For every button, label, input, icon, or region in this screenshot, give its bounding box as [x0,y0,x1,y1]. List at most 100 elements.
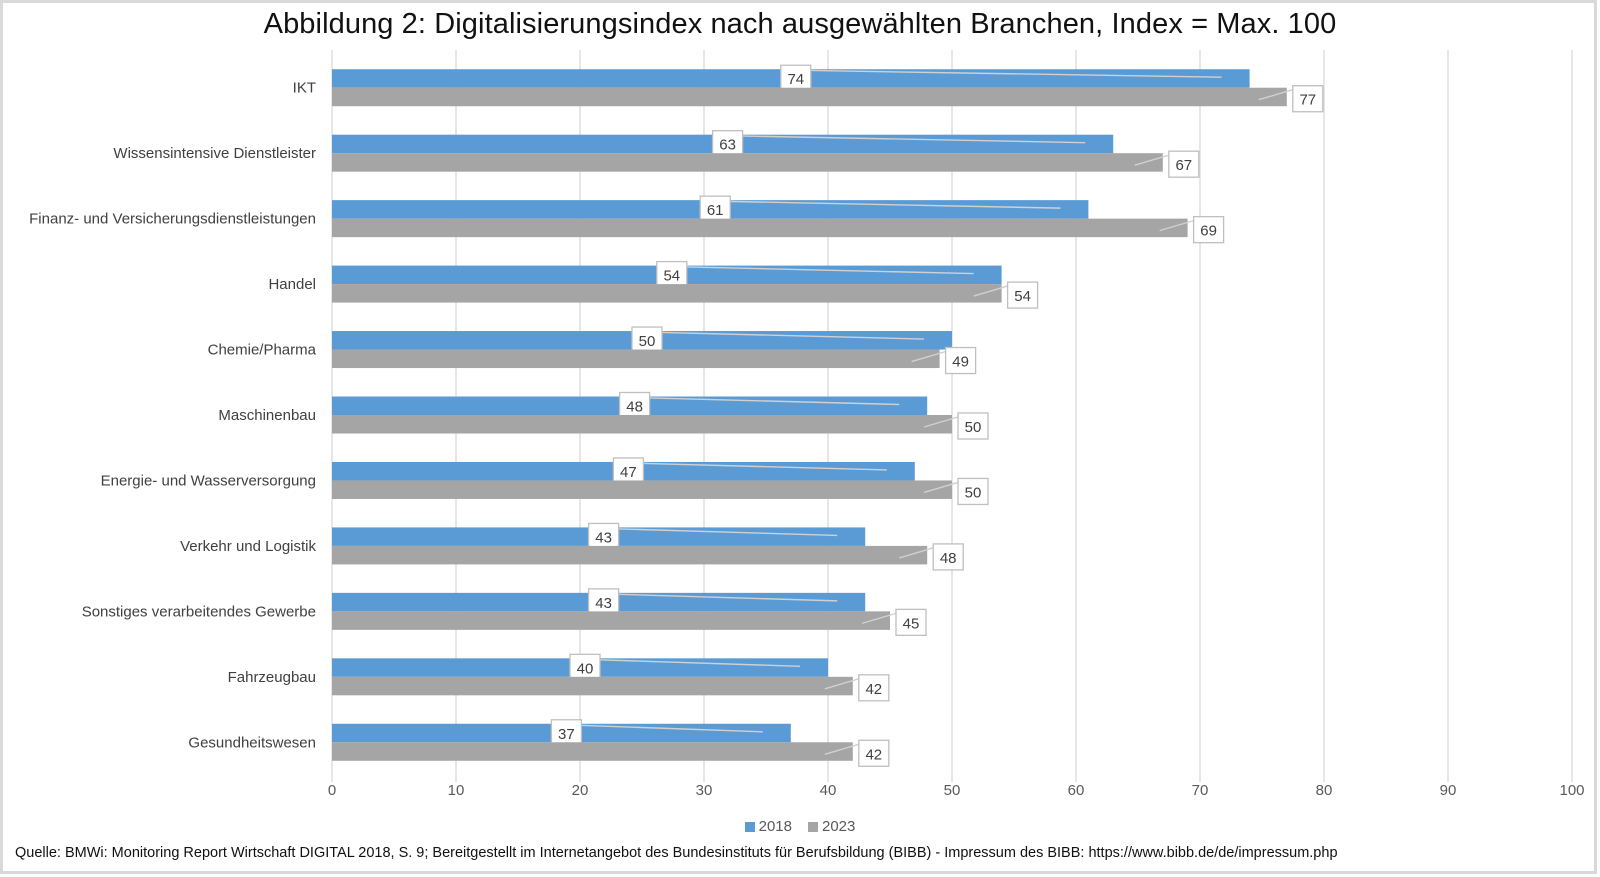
leader-line [633,396,900,406]
legend: 2018 2023 [0,818,1600,835]
x-tick-label: 60 [1068,782,1085,799]
data-label-box [895,608,927,637]
bar-2023 [332,87,1287,107]
leader-line [861,612,897,625]
leader-line [726,134,1086,144]
x-tick-label: 40 [820,782,837,799]
chart-title: Abbildung 2: Digitalisierungsindex nach … [263,8,1337,40]
x-tick-label: 80 [1316,782,1333,799]
bar-2023 [332,676,853,696]
legend-swatch-2023 [808,821,818,832]
leader-line [670,265,974,275]
data-label-box [932,543,964,571]
x-tick-label: 50 [944,782,961,799]
data-label-box [1006,281,1039,309]
leader-line [583,658,801,668]
legend-label-2023: 2023 [822,818,856,835]
leader-line [911,350,946,363]
category-label: Verkehr und Logistik [180,538,316,555]
legend-swatch-2018 [744,821,755,832]
source-note: Quelle: BMWi: Monitoring Report Wirtscha… [15,845,1338,861]
category-label: Maschinenbau [218,407,316,424]
leader-line [824,678,859,690]
data-label-box [1292,85,1324,113]
leader-line [1258,89,1293,101]
leader-line [824,743,859,755]
x-tick-label: 90 [1440,782,1457,799]
x-tick-label: 0 [328,782,336,799]
x-tick-label: 30 [696,782,713,799]
data-label-box [957,477,989,506]
data-label: 67 [1175,157,1192,174]
x-tick-label: 10 [448,782,465,799]
data-label: 37 [558,726,575,743]
data-label: 63 [719,137,736,154]
data-label: 61 [707,202,724,219]
leader-line [1159,219,1194,232]
leader-line [602,527,838,537]
data-label: 50 [639,333,656,350]
data-label-box [780,64,812,92]
data-label: 54 [663,268,680,285]
x-tick-label: 100 [1559,782,1584,799]
data-label: 74 [787,71,804,88]
data-label: 48 [940,550,957,567]
bar-2023 [332,218,1188,238]
leader-line [714,200,1061,209]
data-label: 77 [1299,92,1316,109]
bar-2023 [332,349,940,369]
category-label: IKT [293,80,316,97]
data-label-box [858,739,890,767]
leader-line [627,462,887,471]
category-label: Chemie/Pharma [208,342,317,359]
leader-line [602,593,838,602]
category-label: Gesundheitswesen [188,734,316,751]
data-label: 54 [1014,288,1031,305]
bar-2023 [332,545,928,565]
leader-line [899,547,934,559]
leader-line [794,69,1222,78]
category-label: Finanz- und Versicherungsdienstleistunge… [29,211,316,228]
category-label: Handel [268,276,316,293]
data-label: 42 [865,681,882,698]
bar-2023 [332,415,952,434]
bar-2023 [332,284,1002,303]
x-tick-label: 20 [572,782,589,799]
bar-2023 [332,480,952,499]
bar-2023 [332,611,890,630]
data-label-box [944,346,977,375]
data-label-box [618,391,651,420]
data-label: 40 [577,660,594,677]
category-label: Fahrzeugbau [228,669,316,686]
data-label-box [631,326,663,354]
data-label: 43 [595,595,612,612]
data-label: 42 [865,746,882,763]
bar-2023 [332,742,853,761]
legend-label-2018: 2018 [758,818,792,835]
leader-line [645,331,925,340]
data-label: 47 [620,464,637,481]
category-label: Sonstiges verarbeitendes Gewerbe [82,603,316,620]
data-label: 50 [965,484,982,501]
data-label-box [957,412,989,440]
x-tick-label: 70 [1192,782,1209,799]
category-label: Energie- und Wasserversorgung [101,472,316,489]
data-label: 50 [965,419,982,436]
leader-line [923,416,959,428]
leader-line [923,481,959,494]
data-label: 48 [626,399,643,416]
data-label-box [550,719,583,747]
data-label-box [569,653,601,681]
data-label: 49 [952,354,969,371]
leader-line [1134,154,1169,166]
data-label-box [711,130,744,158]
leader-line [565,724,763,733]
data-label-box [858,674,890,702]
data-label: 69 [1200,223,1217,240]
data-label: 45 [903,615,920,632]
legend-item-2023: 2023 [808,818,855,835]
data-label-box [1168,150,1200,178]
data-label: 43 [595,529,612,546]
